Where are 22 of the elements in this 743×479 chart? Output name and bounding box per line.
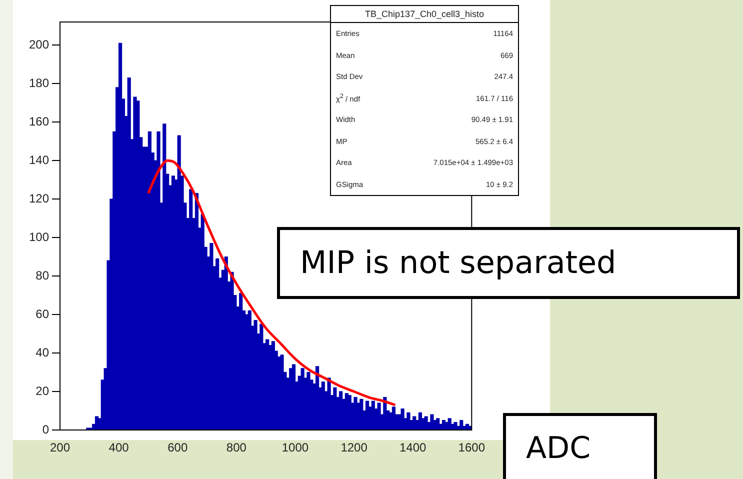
x-tick-label: 1200 <box>340 440 368 455</box>
y-tick-label: 120 <box>28 191 50 206</box>
y-tick-label: 140 <box>28 152 50 167</box>
x-tick-label: 400 <box>108 440 130 455</box>
x-tick-label: 1000 <box>282 440 309 455</box>
y-tick-label: 100 <box>28 230 50 244</box>
x-tick-label: 600 <box>168 440 188 455</box>
axis-title-box: ADC <box>503 413 657 479</box>
y-tick-label: 160 <box>28 114 50 128</box>
y-tick-label: 60 <box>36 306 50 321</box>
x-tick-label: 200 <box>50 440 70 455</box>
y-tick-label: 20 <box>36 384 50 398</box>
x-tick-label: 1600 <box>458 440 486 455</box>
y-tick-label: 180 <box>28 76 50 90</box>
y-tick-label: 200 <box>28 37 50 52</box>
note-box: MIP is not separated <box>277 227 740 299</box>
x-tick-label: 1400 <box>399 440 427 455</box>
y-tick-label: 80 <box>36 268 50 282</box>
text: TB_Chip137_Ch0_cell3_histo <box>331 6 518 23</box>
y-tick-label: 40 <box>36 345 50 360</box>
y-tick-label: 0 <box>42 422 50 436</box>
x-tick-label: 800 <box>226 440 247 455</box>
